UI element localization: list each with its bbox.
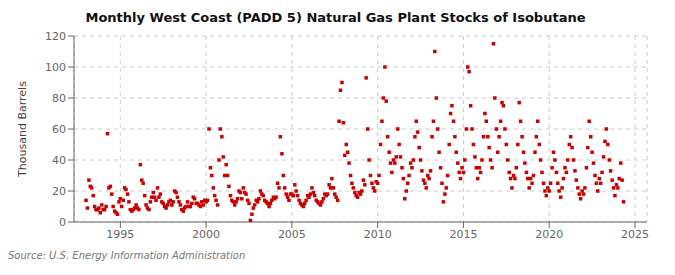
svg-text:2020: 2020 [535,228,563,241]
svg-text:2015: 2015 [449,228,477,241]
svg-text:0: 0 [59,216,66,229]
svg-text:80: 80 [52,92,66,105]
svg-text:120: 120 [45,30,66,43]
svg-text:2000: 2000 [192,228,220,241]
svg-text:60: 60 [52,123,66,136]
svg-text:40: 40 [52,154,66,167]
html-text:Source: U.S. Energy Informatio: Source: U.S. Energy Information Administ… [8,250,246,261]
svg-text:2005: 2005 [278,228,306,241]
svg-text:2010: 2010 [364,228,392,241]
svg-text:2025: 2025 [621,228,649,241]
svg-text:1995: 1995 [106,228,134,241]
svg-text:Thousand Barrels: Thousand Barrels [16,81,29,178]
svg-text:100: 100 [45,61,66,74]
svg-text:20: 20 [52,185,66,198]
html-text:Monthly West Coast (PADD 5) Na: Monthly West Coast (PADD 5) Natural Gas … [85,10,586,25]
